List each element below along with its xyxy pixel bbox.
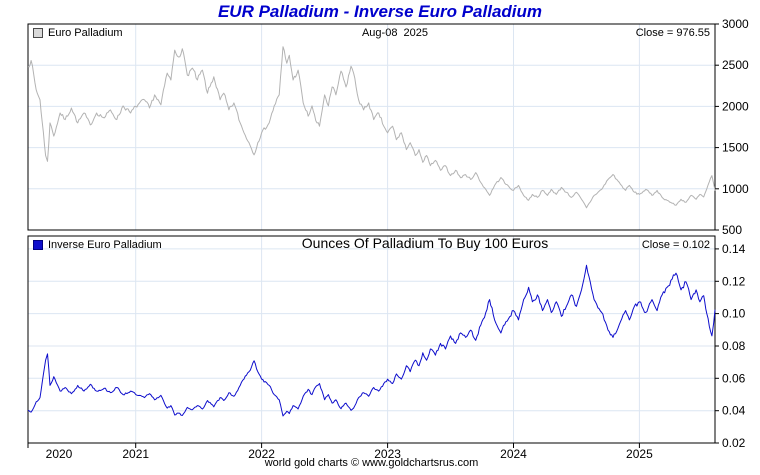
x-axis-label: 2021 <box>122 447 149 461</box>
close-value-top: Close = 976.55 <box>635 27 710 39</box>
legend-inverse-euro-palladium: Inverse Euro Palladium <box>33 239 162 251</box>
x-axis-label: 2024 <box>500 447 527 461</box>
legend-euro-palladium-label: Euro Palladium <box>48 27 123 39</box>
y-axis-label: 0.02 <box>722 436 746 450</box>
series-inverse-euro-palladium <box>27 264 716 417</box>
y-axis-label: 0.06 <box>722 371 746 385</box>
panel-border-bottom <box>27 235 716 444</box>
series-euro-palladium <box>27 46 716 209</box>
y-axis-label: 0.14 <box>722 242 746 256</box>
y-axis-label: 0.10 <box>722 307 746 321</box>
x-axis-label: 2022 <box>248 447 275 461</box>
blue-square-legend-marker-icon <box>33 240 43 250</box>
gray-square-legend-marker-icon <box>33 28 43 38</box>
bottom-panel-title: Ounces Of Palladium To Buy 100 Euros <box>301 235 549 251</box>
footer-credit: world gold charts © www.goldchartsrus.co… <box>264 457 479 469</box>
y-axis-label: 0.04 <box>722 404 746 418</box>
close-value-bottom: Close = 0.102 <box>641 239 710 251</box>
y-axis-label: 2500 <box>722 58 749 72</box>
y-axis-label: 0.08 <box>722 339 746 353</box>
x-axis-label: 2020 <box>46 447 73 461</box>
y-axis-label: 0.12 <box>722 274 746 288</box>
x-axis-label: 2025 <box>626 447 653 461</box>
y-axis-label: 500 <box>722 223 742 237</box>
y-axis-label: 1500 <box>722 141 749 155</box>
y-axis-label: 1000 <box>722 182 749 196</box>
legend-inverse-euro-palladium-label: Inverse Euro Palladium <box>48 239 162 251</box>
page-title: EUR Palladium - Inverse Euro Palladium <box>217 2 543 21</box>
legend-euro-palladium: Euro Palladium <box>33 27 123 39</box>
panel-border-top <box>27 23 716 231</box>
x-axis-label: 2023 <box>374 447 401 461</box>
y-axis-label: 2000 <box>722 99 749 113</box>
y-axis-label: 3000 <box>722 17 749 31</box>
date-label: Aug-08 2025 <box>361 27 429 39</box>
